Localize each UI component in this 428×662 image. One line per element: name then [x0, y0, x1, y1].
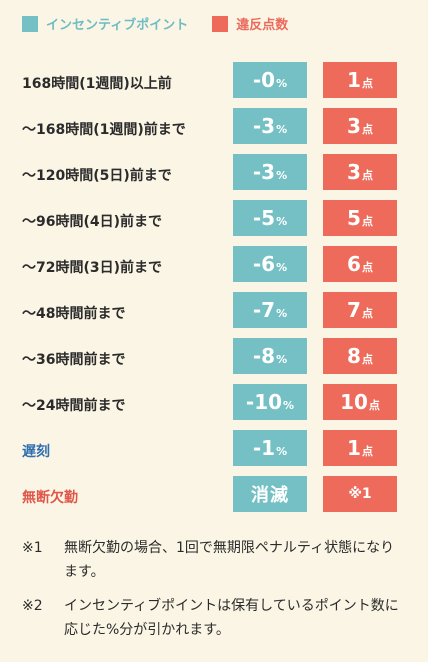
incentive-value: -7: [252, 298, 276, 322]
incentive-value: -10: [245, 390, 283, 414]
violation-unit: 点: [361, 169, 373, 182]
row-label: 〜72時間(3日)前まで: [22, 260, 163, 276]
legend-violation-label: 違反点数: [236, 18, 289, 33]
incentive-value: -3: [252, 160, 276, 184]
incentive-cell: -8%: [233, 338, 307, 374]
incentive-unit: %: [276, 214, 288, 228]
violation-value: 10: [340, 390, 368, 414]
violation-value: 3: [347, 160, 361, 184]
violation-unit: 点: [368, 399, 380, 412]
violation-unit: 点: [361, 353, 373, 366]
legend-incentive-label: インセンティブポイント: [46, 18, 189, 33]
incentive-value: -8: [252, 344, 276, 368]
incentive-unit: %: [276, 76, 288, 90]
footnote: ※1 無断欠勤の場合、1回で無期限ペナルティ状態になります。: [22, 536, 408, 584]
incentive-value: -0: [252, 68, 276, 92]
row-label: 無断欠勤: [22, 490, 78, 506]
legend-violation: 違反点数: [212, 14, 288, 33]
incentive-swatch: [22, 15, 38, 32]
incentive-value: -5: [252, 206, 276, 230]
incentive-cell: -0%: [233, 62, 307, 98]
incentive-value: 消滅: [251, 485, 289, 506]
violation-value: ※1: [348, 486, 372, 502]
row-label: 〜48時間前まで: [22, 306, 126, 322]
violation-cell: 10 点: [323, 384, 397, 420]
incentive-value: -1: [252, 436, 276, 460]
incentive-cell: 消滅: [233, 476, 307, 512]
violation-value: 6: [347, 252, 361, 276]
violation-unit: 点: [361, 445, 373, 458]
incentive-unit: %: [276, 352, 288, 366]
violation-cell: ※1: [323, 476, 397, 512]
incentive-cell: -3%: [233, 108, 307, 144]
incentive-cell: -10%: [233, 384, 307, 420]
violation-unit: 点: [361, 77, 373, 90]
row-label: 〜120時間(5日)前まで: [22, 168, 172, 184]
violation-unit: 点: [361, 261, 373, 274]
incentive-cell: -3%: [233, 154, 307, 190]
table-row: 〜24時間前まで -10% 10 点: [22, 382, 428, 428]
incentive-cell: -6%: [233, 246, 307, 282]
incentive-unit: %: [283, 398, 295, 412]
footnote-text: 無断欠勤の場合、1回で無期限ペナルティ状態になります。: [64, 540, 395, 580]
incentive-unit: %: [276, 260, 288, 274]
incentive-value: -3: [252, 114, 276, 138]
row-label: 〜24時間前まで: [22, 398, 126, 414]
legend-incentive: インセンティブポイント: [22, 14, 188, 33]
row-label: 168時間(1週間)以上前: [22, 76, 172, 92]
incentive-value: -6: [252, 252, 276, 276]
incentive-unit: %: [276, 168, 288, 182]
incentive-unit: %: [276, 444, 288, 458]
violation-value: 3: [347, 114, 361, 138]
incentive-unit: %: [276, 122, 288, 136]
violation-unit: 点: [361, 215, 373, 228]
row-label: 〜96時間(4日)前まで: [22, 214, 163, 230]
incentive-unit: %: [276, 306, 288, 320]
footnote-key: ※1: [22, 540, 43, 556]
violation-unit: 点: [361, 123, 373, 136]
footnote-text: インセンティブポイントは保有しているポイント数に応じた%分が引かれます。: [64, 598, 399, 638]
violation-value: 7: [347, 298, 361, 322]
violation-value: 5: [347, 206, 361, 230]
violation-value: 1: [347, 68, 361, 92]
row-label: 〜36時間前まで: [22, 352, 126, 368]
footnotes: ※1 無断欠勤の場合、1回で無期限ペナルティ状態になります。 ※2 インセンティ…: [22, 536, 408, 652]
row-label: 〜168時間(1週間)前まで: [22, 122, 186, 138]
row-label: 遅刻: [22, 444, 50, 460]
footnote-key: ※2: [22, 598, 43, 614]
violation-value: 1: [347, 436, 361, 460]
incentive-cell: -5%: [233, 200, 307, 236]
table-row: 無断欠勤 消滅 ※1: [22, 474, 428, 520]
footnote: ※2 インセンティブポイントは保有しているポイント数に応じた%分が引かれます。: [22, 594, 408, 642]
violation-swatch: [212, 15, 229, 32]
incentive-cell: -7%: [233, 292, 307, 328]
incentive-cell: -1%: [233, 430, 307, 466]
violation-value: 8: [347, 344, 361, 368]
violation-unit: 点: [361, 307, 373, 320]
legend: インセンティブポイント 違反点数: [22, 14, 312, 33]
